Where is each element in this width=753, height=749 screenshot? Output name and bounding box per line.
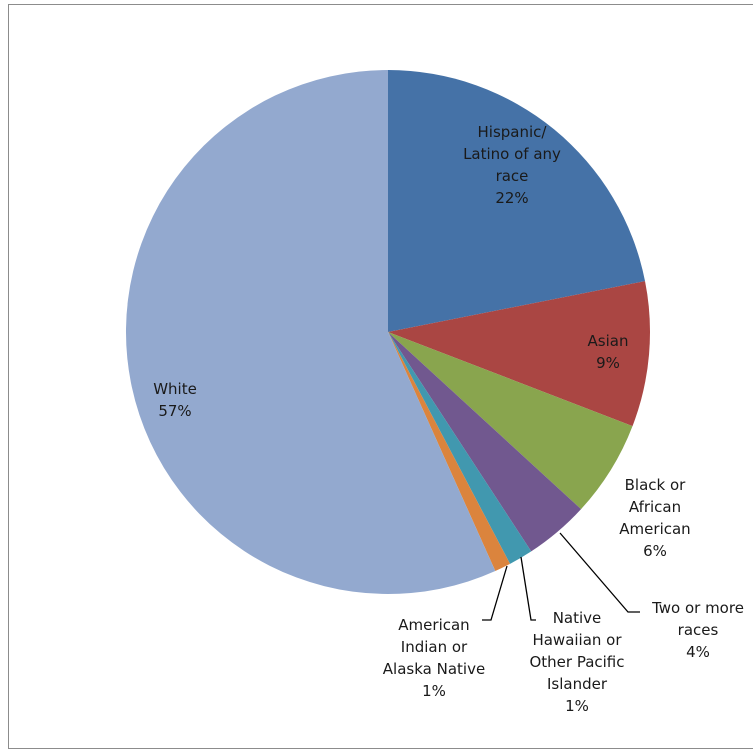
- pie-slice: [388, 332, 532, 564]
- slice-percent: 1%: [565, 697, 589, 715]
- slice-label-line: races: [678, 621, 719, 639]
- slice-label: Hispanic/Latino of any race 22%: [463, 123, 561, 207]
- slice-label-line: race: [496, 167, 529, 185]
- slice-label: Black or African American 6%: [619, 476, 690, 560]
- leader-line: [520, 556, 536, 621]
- slice-percent: 4%: [686, 643, 710, 661]
- leader-line: [559, 532, 640, 613]
- slice-label: Two or more races 4%: [651, 599, 744, 661]
- slice-label-line: Black or: [625, 476, 687, 494]
- slice-percent: 57%: [158, 402, 191, 420]
- pie-slice: [388, 332, 511, 572]
- slice-percent: 22%: [495, 189, 528, 207]
- slice-label: White 57%: [153, 380, 197, 420]
- pie-slice: [125, 70, 496, 594]
- slice-label-line: Indian or: [401, 638, 468, 656]
- slice-label: American Indian or Alaska Native 1%: [383, 616, 485, 700]
- slice-label-line: African: [629, 498, 681, 516]
- pie-slice: [388, 332, 582, 552]
- slice-label-line: Native: [553, 609, 602, 627]
- slice-label-line: Alaska Native: [383, 660, 485, 678]
- slice-label-line: Other Pacific: [529, 653, 624, 671]
- leader-line: [482, 565, 508, 621]
- slice-label-line: Hispanic/: [478, 123, 548, 141]
- slice-label-line: American: [398, 616, 469, 634]
- slice-label-line: Two or more: [651, 599, 744, 617]
- slice-label-line: White: [153, 380, 197, 398]
- slices-layer: [125, 70, 651, 594]
- slice-label-line: Hawaiian or: [532, 631, 622, 649]
- slice-labels: Hispanic/Latino of any race 22% Asian 9% Blac…: [153, 123, 744, 715]
- slice-percent: 1%: [422, 682, 446, 700]
- pie-slice: [388, 281, 651, 427]
- slice-label-line: Asian: [588, 332, 629, 350]
- slice-label-line: American: [619, 520, 690, 538]
- leader-lines: [482, 532, 640, 621]
- slice-label: Asian 9%: [588, 332, 629, 372]
- slice-label-line: Islander: [547, 675, 608, 693]
- slice-label: Native Hawaiian or Other Pacific Islander 1%: [529, 609, 624, 715]
- pie-slice: [388, 332, 633, 510]
- slice-label-line: Latino of any: [463, 145, 561, 163]
- slice-percent: 6%: [643, 542, 667, 560]
- pie-slice: [388, 70, 646, 332]
- slice-percent: 9%: [596, 354, 620, 372]
